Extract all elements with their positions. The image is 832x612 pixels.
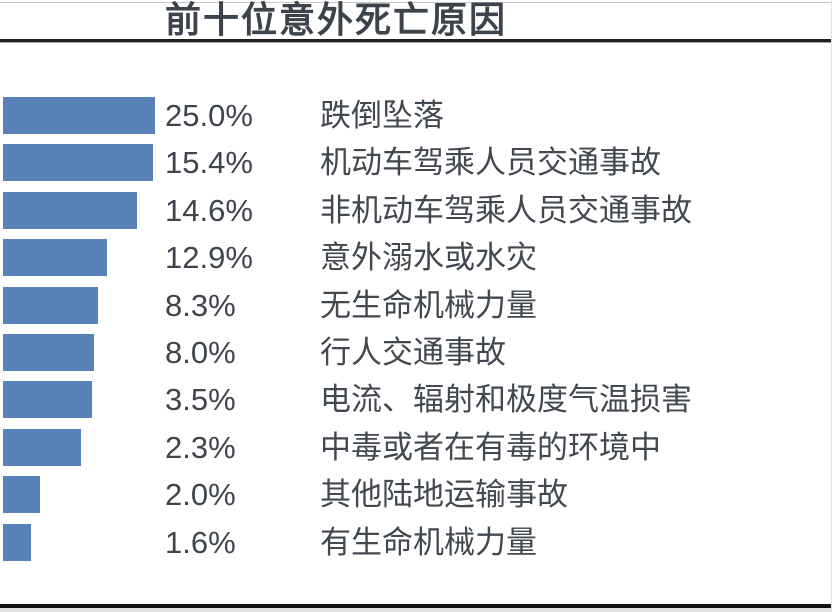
category-label: 其他陆地运输事故 — [320, 477, 568, 513]
chart-title: 前十位意外死亡原因 — [165, 0, 508, 40]
bar — [3, 191, 137, 229]
category-label: 机动车驾乘人员交通事故 — [320, 145, 661, 181]
value-label: 14.6% — [165, 192, 253, 228]
value-label: 3.5% — [165, 382, 236, 418]
value-label: 15.4% — [165, 145, 253, 181]
chart-row: 25.0% 跌倒坠落 — [0, 92, 831, 139]
bar — [3, 97, 155, 134]
bar — [3, 286, 98, 324]
chart-row: 3.5% 电流、辐射和极度气温损害 — [0, 376, 831, 423]
bar — [3, 476, 40, 514]
chart-row: 2.3% 中毒或者在有毒的环境中 — [0, 424, 831, 471]
bar — [3, 144, 153, 182]
title-underline — [0, 39, 831, 43]
category-label: 意外溺水或水灾 — [320, 240, 537, 276]
bottom-edge-strip — [0, 608, 831, 612]
chart-row: 8.3% 无生命机械力量 — [0, 282, 831, 329]
bar — [3, 381, 92, 419]
category-label: 非机动车驾乘人员交通事故 — [320, 192, 692, 228]
value-label: 8.0% — [165, 334, 236, 370]
chart-row: 14.6% 非机动车驾乘人员交通事故 — [0, 187, 831, 234]
value-label: 25.0% — [165, 98, 253, 133]
bar — [3, 428, 81, 466]
chart-row: 8.0% 行人交通事故 — [0, 329, 831, 376]
bar — [3, 239, 107, 277]
chart-row: 12.9% 意外溺水或水灾 — [0, 234, 831, 281]
category-label: 无生命机械力量 — [320, 287, 537, 323]
category-label: 中毒或者在有毒的环境中 — [320, 429, 661, 465]
chart-row: 15.4% 机动车驾乘人员交通事故 — [0, 139, 831, 186]
chart-row: 2.0% 其他陆地运输事故 — [0, 471, 831, 518]
category-label: 跌倒坠落 — [320, 98, 444, 133]
top-border-line — [0, 2, 831, 3]
category-label: 电流、辐射和极度气温损害 — [320, 382, 692, 418]
value-label: 2.0% — [165, 477, 236, 513]
bar — [3, 333, 94, 371]
bottom-border-line — [0, 604, 831, 608]
category-label: 有生命机械力量 — [320, 524, 537, 560]
chart-row: 1.6% 有生命机械力量 — [0, 519, 831, 566]
value-label: 12.9% — [165, 240, 253, 276]
category-label: 行人交通事故 — [320, 334, 506, 370]
chart-rows: 25.0% 跌倒坠落 15.4% 机动车驾乘人员交通事故 14.6% 非机动车驾… — [0, 92, 831, 566]
bar — [3, 523, 31, 561]
value-label: 1.6% — [165, 524, 236, 560]
value-label: 2.3% — [165, 429, 236, 465]
value-label: 8.3% — [165, 287, 236, 323]
